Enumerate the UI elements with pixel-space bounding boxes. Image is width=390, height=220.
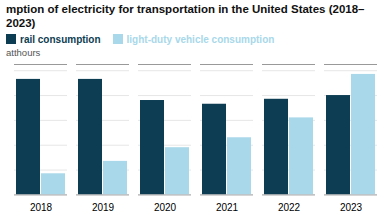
svg-text:2022: 2022 (278, 202, 301, 213)
html-text:light-duty vehicle consumption: light-duty vehicle consumption (126, 33, 275, 45)
html-text:mption of electricity for tran: mption of electricity for transportation… (6, 3, 365, 29)
html-text:atthours: atthours (6, 46, 41, 58)
svg-text:2020: 2020 (154, 202, 177, 213)
svg-text:2018: 2018 (30, 202, 53, 213)
svg-text:2021: 2021 (216, 202, 239, 213)
svg-text:2023: 2023 (340, 202, 363, 213)
html-text:rail consumption: rail consumption (20, 33, 101, 45)
svg-text:2019: 2019 (92, 202, 115, 213)
